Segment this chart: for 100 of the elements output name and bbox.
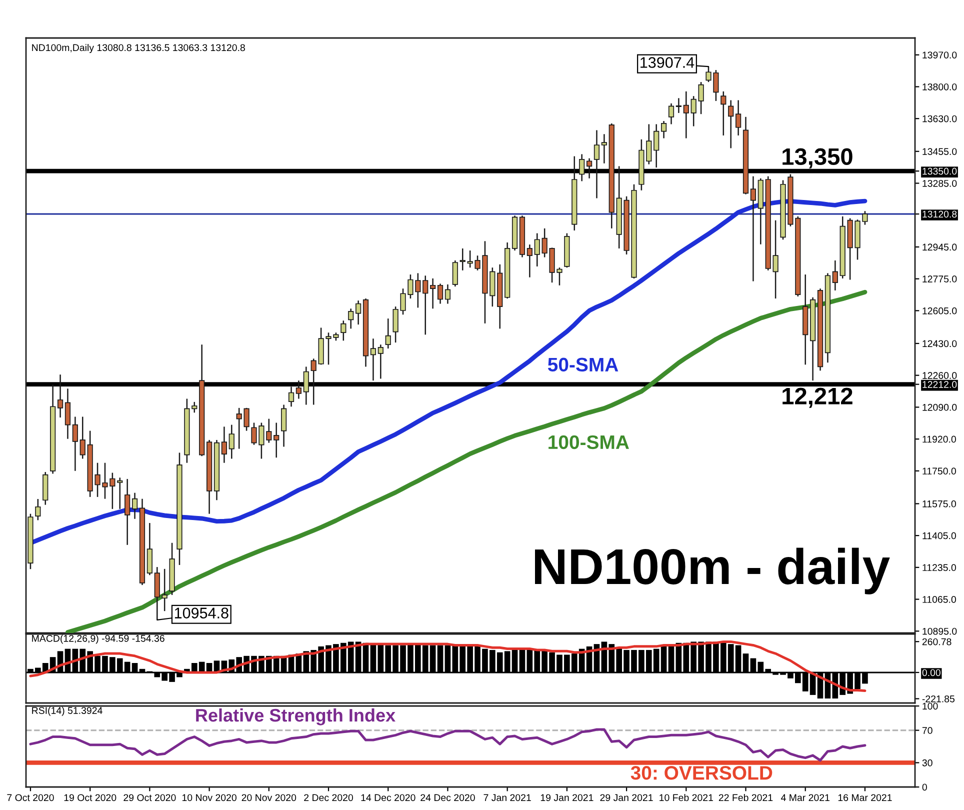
candlestick xyxy=(444,284,451,304)
y-tick-label: 11065.0 xyxy=(922,596,956,603)
candlestick xyxy=(154,566,160,621)
y-tick-label: 12260.0 xyxy=(922,372,957,379)
annotation: 10954.8 xyxy=(174,608,228,618)
ref-line-label: 12,212 xyxy=(782,388,852,408)
candlestick xyxy=(288,386,294,408)
y-tick-label: 13120.8 xyxy=(922,210,957,218)
candlestick xyxy=(280,404,287,448)
candlestick xyxy=(132,492,138,520)
y-tick-label: 10895.0 xyxy=(922,628,957,635)
x-tick-label: 29 Jan 2021 xyxy=(600,794,653,802)
candlestick xyxy=(668,102,674,125)
x-tick-label: 7 Jan 2021 xyxy=(484,794,531,802)
candlestick xyxy=(124,478,130,546)
y-tick-label: 12430.0 xyxy=(922,340,957,348)
candlestick xyxy=(221,426,227,464)
candlestick xyxy=(526,244,532,278)
candlestick xyxy=(736,100,742,136)
candlestick xyxy=(340,320,346,342)
y-tick-label: 11235.0 xyxy=(922,564,956,572)
candlestick xyxy=(310,358,316,406)
annotation: ND100m - daily xyxy=(535,548,890,594)
candlestick xyxy=(356,300,362,326)
candlestick xyxy=(228,424,234,460)
y-tick-label: 12090.0 xyxy=(922,404,957,411)
y-tick-label: 30 xyxy=(922,759,932,766)
y-tick-label: 13455.0 xyxy=(922,148,957,155)
series-label: Relative Strength Index xyxy=(196,708,396,726)
candlestick xyxy=(146,522,152,576)
annotation: 13907.4 xyxy=(640,57,694,68)
y-tick-label: 70 xyxy=(922,727,932,734)
text: ND100m,Daily 13080.8 13136.5 13063.3 13120.8 xyxy=(32,44,245,54)
y-tick-label: 12605.0 xyxy=(922,307,957,314)
candlestick xyxy=(683,90,689,139)
series-label: 50-SMA xyxy=(548,358,618,372)
candlestick xyxy=(35,498,41,521)
x-tick-label: 24 Dec 2020 xyxy=(420,794,475,802)
candlestick xyxy=(266,418,272,444)
y-tick-label: 13285.0 xyxy=(922,180,957,187)
candlestick xyxy=(601,134,607,164)
x-tick-label: 19 Oct 2020 xyxy=(64,794,116,802)
candlestick xyxy=(646,124,652,165)
y-tick-label: 0 xyxy=(922,784,927,791)
x-tick-label: 20 Nov 2020 xyxy=(242,794,296,802)
y-tick-label: 13630.0 xyxy=(922,115,957,122)
x-tick-label: 22 Feb 2021 xyxy=(718,794,773,802)
series-label: 100-SMA xyxy=(548,435,629,450)
candlestick xyxy=(430,278,436,310)
y-tick-label: 11750.0 xyxy=(922,468,956,475)
y-tick-label: 11405.0 xyxy=(922,532,956,540)
candlestick xyxy=(660,120,667,139)
candlestick xyxy=(832,260,838,292)
candlestick xyxy=(437,283,444,304)
candlestick xyxy=(654,124,660,168)
candlestick xyxy=(192,401,198,414)
candlestick xyxy=(385,318,391,350)
candlestick xyxy=(750,176,756,282)
y-tick-label: 11575.0 xyxy=(922,500,956,508)
candlestick xyxy=(378,344,384,380)
candlestick xyxy=(64,388,71,440)
x-tick-label: 4 Mar 2021 xyxy=(780,794,830,802)
candlestick xyxy=(296,380,302,400)
candlestick xyxy=(303,366,309,406)
candlestick xyxy=(460,248,466,272)
y-tick-label: 12212.0 xyxy=(922,381,957,388)
candlestick xyxy=(117,477,123,510)
candlestick xyxy=(72,416,78,472)
candlestick xyxy=(594,130,600,199)
y-tick-label: -221.85 xyxy=(922,695,955,702)
x-tick-label: 10 Nov 2020 xyxy=(182,794,236,802)
line-series xyxy=(29,728,866,762)
candlestick xyxy=(728,100,734,149)
x-tick-label: 19 Jan 2021 xyxy=(540,794,594,802)
y-tick-label: 100 xyxy=(922,702,938,710)
candlestick xyxy=(370,338,376,382)
ref-line-label: 30: OVERSOLD xyxy=(630,766,772,780)
candlestick xyxy=(422,275,428,336)
candlestick xyxy=(80,416,86,460)
ref-line-label: 13,350 xyxy=(782,148,852,168)
candlestick xyxy=(579,154,585,182)
chart-title: RSI(14) 51.3924 xyxy=(32,706,102,716)
x-tick-label: 7 Oct 2020 xyxy=(7,794,54,802)
chart-title: MACD(12,26,9) -94.59 -154.36 xyxy=(32,634,164,644)
y-tick-label: 0.00 xyxy=(922,669,940,676)
candlestick xyxy=(720,90,726,136)
y-tick-label: 11920.0 xyxy=(922,436,956,443)
y-tick-label: 12775.0 xyxy=(922,276,957,282)
x-tick-label: 10 Feb 2021 xyxy=(660,794,713,802)
candlestick xyxy=(57,374,64,418)
candlestick xyxy=(274,422,280,458)
y-tick-label: 13800.0 xyxy=(922,83,957,90)
candlestick xyxy=(586,158,592,179)
y-tick-label: 260.78 xyxy=(922,638,952,646)
candlestick xyxy=(348,308,354,330)
candlestick xyxy=(534,232,540,268)
x-tick-label: 14 Dec 2020 xyxy=(361,794,416,802)
candlestick xyxy=(676,98,682,114)
y-tick-label: 13350.0 xyxy=(922,168,957,175)
candlestick xyxy=(452,260,458,288)
